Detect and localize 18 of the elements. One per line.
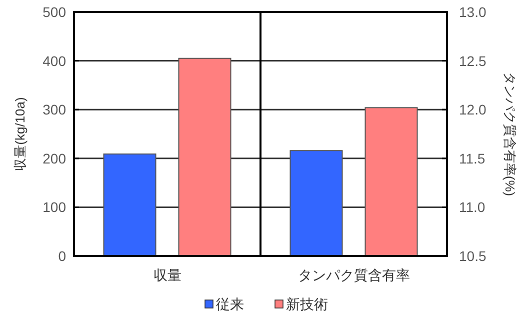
legend-label: 従来 xyxy=(216,296,244,312)
y-axis-title: 収量(kg/10a) xyxy=(12,97,28,171)
y-tick-label: 300 xyxy=(42,102,66,118)
y2-tick-label: 13.0 xyxy=(459,4,486,20)
y2-tick-label: 11.0 xyxy=(459,199,486,216)
y-tick-label: 400 xyxy=(42,52,66,69)
x-tick-label: 収量 xyxy=(153,267,182,283)
y2-tick-label: 12.0 xyxy=(459,102,486,118)
y-tick-label: 500 xyxy=(42,4,66,20)
y2-tick-label: 10.5 xyxy=(459,248,486,264)
y-tick-label: 200 xyxy=(42,150,66,166)
y2-tick-label: 12.5 xyxy=(459,52,486,69)
x-tick-label: タンパク質含有率 xyxy=(298,267,410,283)
y-tick-label: 0 xyxy=(58,248,66,264)
y-tick-label: 100 xyxy=(42,199,66,216)
y2-axis-title: タンパク質含有率(%) xyxy=(502,72,518,196)
legend-label: 新技術 xyxy=(286,296,328,312)
y2-tick-label: 11.5 xyxy=(459,150,486,166)
